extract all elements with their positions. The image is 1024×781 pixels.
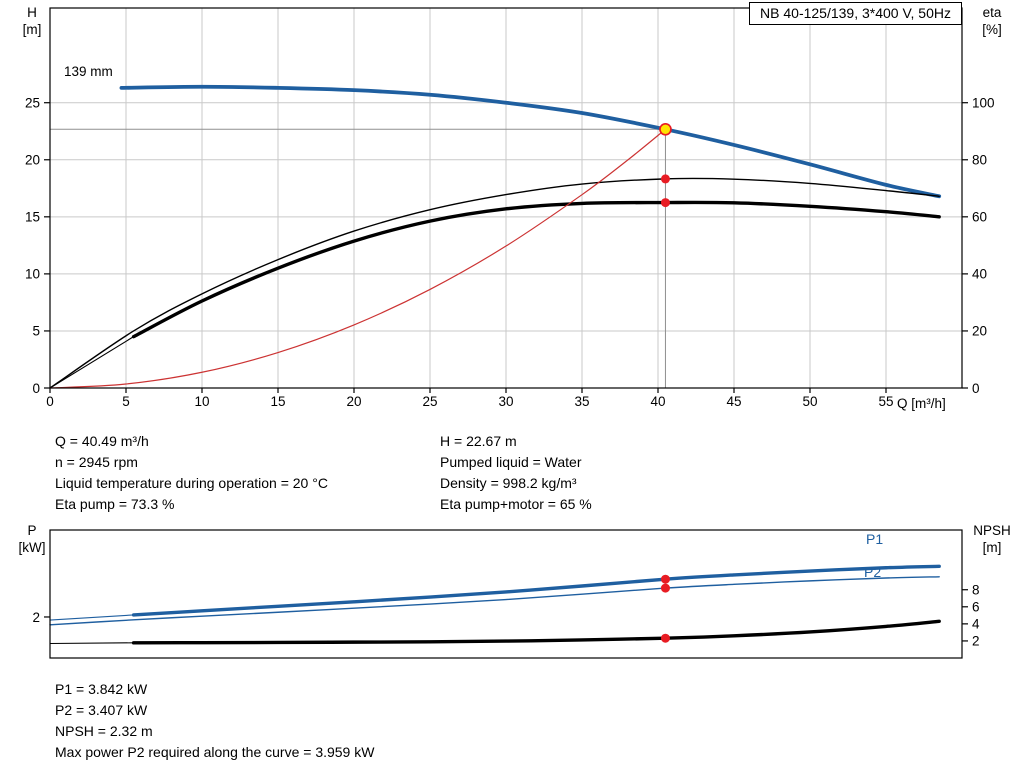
x-tick-label: 5: [122, 394, 130, 409]
eta-pump-curve: [49, 177, 940, 389]
p2-curve: [49, 576, 940, 626]
x-tick-label: 35: [574, 394, 589, 409]
npsh-axis-symbol: NPSH: [973, 523, 1011, 538]
eta-axis-title: eta [%]: [966, 4, 1018, 38]
x-tick-label: 45: [726, 394, 741, 409]
p-axis-title: P [kW]: [8, 522, 56, 556]
power-info: P1 = 3.842 kW P2 = 3.407 kW NPSH = 2.32 m M…: [55, 679, 374, 763]
npsh-point: [660, 633, 670, 643]
x-tick-label: 40: [650, 394, 665, 409]
duty-info-left: Q = 40.49 m³/h n = 2945 rpm Liquid tempera…: [55, 431, 328, 515]
npsh-curve: [131, 619, 941, 645]
eta-axis-unit: [%]: [982, 22, 1002, 37]
info-line: Pumped liquid = Water: [440, 454, 582, 470]
power-npsh-chart: 2 2 4 6 8: [32, 529, 980, 659]
y-left-tick-label: 25: [25, 96, 40, 111]
p1-curve-lead: [49, 614, 134, 621]
x-tick-label: 0: [46, 394, 54, 409]
y-left-tick-label: 10: [25, 267, 40, 282]
p2-point: [660, 583, 670, 593]
info-line: Density = 998.2 kg/m³: [440, 475, 577, 491]
eta-pump-motor-curve-lead: [49, 336, 134, 389]
x-tick-label: 10: [194, 394, 209, 409]
x-tick-label: 25: [422, 394, 437, 409]
qh-eta-chart: 0 5 10 15 20 25 0 20 40 60 80 100 0 5 10 15 20 25 30 35 40 45…: [25, 7, 995, 409]
q-axis-unit: Q [m³/h]: [897, 396, 946, 411]
y-right-tick-label: 2: [972, 634, 980, 649]
p-axis-symbol: P: [27, 523, 37, 538]
duty-info-right: H = 22.67 m Pumped liquid = Water Density …: [440, 431, 592, 515]
y-right-tick-label: 40: [972, 267, 987, 282]
h-axis-symbol: H: [27, 5, 37, 20]
info-line: Eta pump+motor = 65 %: [440, 496, 592, 512]
npsh-axis-unit: [m]: [982, 540, 1002, 555]
y-right-tick-label: 6: [972, 600, 980, 615]
chart-frame: [49, 529, 963, 659]
x-tick-label: 55: [878, 394, 893, 409]
info-line: P1 = 3.842 kW: [55, 681, 148, 697]
y-left-tick-label: 0: [32, 381, 40, 396]
pump-designation-box: NB 40-125/139, 3*400 V, 50Hz: [749, 2, 962, 25]
y-right-tick-label: 80: [972, 153, 987, 168]
info-line: n = 2945 rpm: [55, 454, 138, 470]
p1-point: [660, 574, 670, 584]
h-axis-unit: [m]: [22, 22, 42, 37]
impeller-diameter-label: 139 mm: [64, 64, 113, 79]
duty-point[interactable]: [659, 122, 672, 136]
y-right-tick-label: 60: [972, 210, 987, 225]
eta-pump-motor-point: [660, 198, 670, 208]
y-right-tick-label: 100: [972, 96, 995, 111]
y-left-tick-label: 5: [32, 324, 40, 339]
eta-axis-symbol: eta: [982, 5, 1002, 20]
p1-curve: [131, 564, 941, 617]
x-tick-label: 50: [802, 394, 817, 409]
y-right-tick-label: 20: [972, 324, 987, 339]
x-tick-label: 20: [346, 394, 361, 409]
info-line: Q = 40.49 m³/h: [55, 433, 149, 449]
info-line: NPSH = 2.32 m: [55, 723, 153, 739]
y-right-tick-label: 8: [972, 583, 980, 598]
x-tick-label: 15: [270, 394, 285, 409]
y-left-tick-label: 2: [32, 610, 40, 625]
eta-pump-motor-curve: [131, 200, 941, 339]
eta-pump-point: [660, 174, 670, 184]
p2-curve-label: P2: [864, 564, 882, 580]
p1-curve-label: P1: [866, 531, 884, 547]
info-line: Eta pump = 73.3 %: [55, 496, 175, 512]
y-left-tick-label: 20: [25, 153, 40, 168]
p-axis-unit: [kW]: [18, 540, 46, 555]
info-line: P2 = 3.407 kW: [55, 702, 148, 718]
npsh-axis-title: NPSH [m]: [964, 522, 1020, 556]
y-right-tick-label: 0: [972, 381, 980, 396]
y-left-tick-label: 15: [25, 210, 40, 225]
system-curve-curve: [49, 128, 667, 389]
info-line: H = 22.67 m: [440, 433, 517, 449]
y-right-tick-label: 4: [972, 617, 980, 632]
h-axis-title: H [m]: [8, 4, 56, 38]
info-line: Max power P2 required along the curve = …: [55, 744, 375, 760]
info-line: Liquid temperature during operation = 20…: [55, 475, 328, 491]
head-139mm-curve: [119, 84, 942, 199]
x-tick-label: 30: [498, 394, 513, 409]
npsh-curve-lead: [49, 642, 134, 645]
